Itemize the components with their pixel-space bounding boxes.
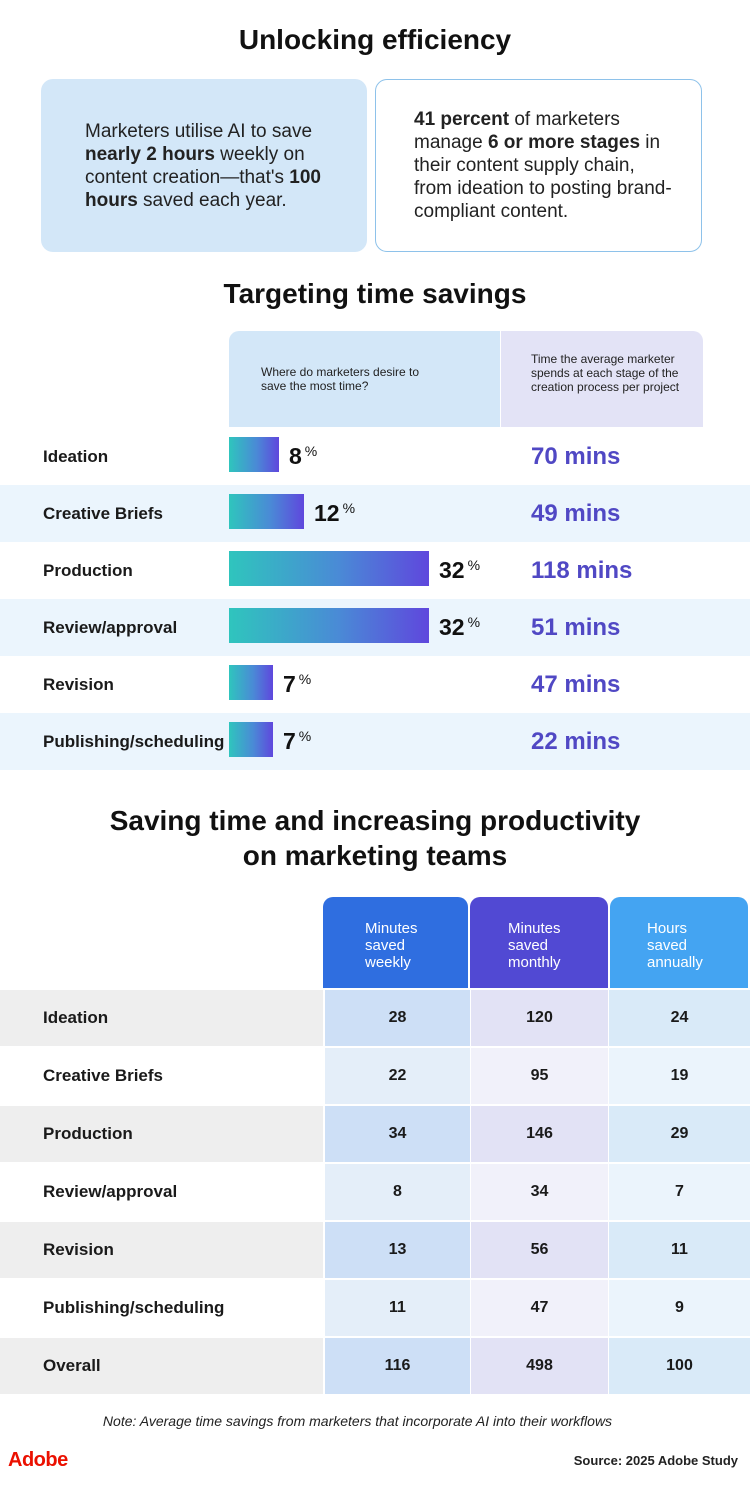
bar-value-number: 7 [283, 728, 296, 754]
table-row: Overall 116 498 100 [0, 1338, 750, 1394]
minutes-spent-value: 49 mins [531, 499, 621, 527]
section-title-targeting: Targeting time savings [223, 278, 527, 309]
bar-row: Production 32% 118 mins [0, 542, 750, 599]
percent-sign: % [342, 499, 356, 516]
stat-card-stages: 41 percent of marketers manage 6 or more… [375, 79, 702, 252]
table-cell: 95 [471, 1048, 608, 1104]
stat-card-hours-text: Marketers utilise AI to save nearly 2 ho… [85, 120, 321, 211]
stat-card-stages-text: 41 percent of marketers manage 6 or more… [414, 109, 672, 222]
percent-sign: % [467, 613, 481, 630]
header-hours-annually: Hours saved annually [610, 897, 748, 988]
desire-column-header: Where do marketers desire to save the mo… [229, 331, 500, 427]
bar [229, 437, 279, 472]
table-row: Production 34 146 29 [0, 1106, 750, 1162]
bar-category-label: Revision [43, 674, 114, 694]
table-cell: 13 [325, 1222, 470, 1278]
percent-sign: % [298, 670, 312, 687]
percent-sign: % [304, 442, 318, 459]
bar-row: Ideation 8% 70 mins [0, 428, 750, 485]
minutes-spent-value: 47 mins [531, 670, 621, 698]
table-cell: 9 [609, 1280, 750, 1336]
bar [229, 608, 429, 643]
table-cell: 120 [471, 990, 608, 1046]
table-row-label: Ideation [0, 990, 323, 1046]
table-cell: 22 [325, 1048, 470, 1104]
bar-value-number: 7 [283, 671, 296, 697]
bar-row: Revision 7% 47 mins [0, 656, 750, 713]
percent-sign: % [467, 556, 481, 573]
table-cell: 34 [471, 1164, 608, 1220]
section-title-efficiency: Unlocking efficiency [238, 24, 512, 55]
bar-value-label: 7% [283, 656, 311, 713]
table-row-label: Publishing/scheduling [43, 1298, 225, 1317]
bar [229, 665, 273, 700]
bar-value-number: 32 [439, 557, 465, 583]
header-minutes-weekly: Minutes saved weekly [323, 897, 468, 988]
bar-value-number: 8 [289, 443, 302, 469]
table-row-label: Overall [0, 1338, 323, 1394]
table-cell: 19 [609, 1048, 750, 1104]
table-row: Creative Briefs 22 95 19 [0, 1048, 750, 1104]
section-title-line-2: on marketing teams [242, 840, 508, 871]
stat-card-hours: Marketers utilise AI to save nearly 2 ho… [41, 79, 367, 252]
bar-category-label: Production [43, 560, 133, 580]
minutes-spent-value: 70 mins [531, 442, 621, 470]
table-row-label: Production [0, 1106, 323, 1162]
table-cell: 100 [609, 1338, 750, 1394]
table-cell: 47 [471, 1280, 608, 1336]
bar [229, 722, 273, 757]
bar-value-label: 7% [283, 713, 311, 770]
table-cell: 56 [471, 1222, 608, 1278]
table-row: Ideation 28 120 24 [0, 990, 750, 1046]
table-row: Revision 13 56 11 [0, 1222, 750, 1278]
minutes-spent-value: 51 mins [531, 613, 621, 641]
table-cell: 116 [325, 1338, 470, 1394]
table-row-label: Creative Briefs [43, 1066, 164, 1085]
section-title-line-1: Saving time and increasing productivity [109, 805, 641, 836]
minutes-spent-value: 118 mins [531, 556, 633, 584]
table-cell: 24 [609, 990, 750, 1046]
table-cell: 498 [471, 1338, 608, 1394]
table-cell: 28 [325, 990, 470, 1046]
footnote: Note: Average time savings from marketer… [102, 1413, 613, 1429]
table-cell: 11 [609, 1222, 750, 1278]
bar-category-label: Publishing/scheduling [43, 731, 225, 751]
bar-value-label: 8% [289, 428, 317, 485]
table-cell: 34 [325, 1106, 470, 1162]
bar-row: Review/approval 32% 51 mins [0, 599, 750, 656]
time-spent-column-header: Time the average marketer spends at each… [501, 331, 703, 427]
table-cell: 7 [609, 1164, 750, 1220]
bar [229, 494, 304, 529]
table-cell: 146 [471, 1106, 608, 1162]
header-minutes-monthly: Minutes saved monthly [470, 897, 608, 988]
bar-row: Creative Briefs 12% 49 mins [0, 485, 750, 542]
bar [229, 551, 429, 586]
table-cell: 11 [325, 1280, 470, 1336]
bar-value-number: 12 [314, 500, 340, 526]
table-row-label: Review/approval [43, 1182, 178, 1201]
bar-category-label: Creative Briefs [43, 503, 164, 523]
section-title-productivity: Saving time and increasing productivity … [0, 803, 750, 873]
bar-row: Publishing/scheduling 7% 22 mins [0, 713, 750, 770]
bar-value-number: 32 [439, 614, 465, 640]
source-citation: Source: 2025 Adobe Study [573, 1453, 738, 1468]
percent-sign: % [298, 727, 312, 744]
table-row: Publishing/scheduling 11 47 9 [0, 1280, 750, 1336]
bar-value-label: 12% [314, 485, 355, 542]
table-cell: 8 [325, 1164, 470, 1220]
minutes-spent-value: 22 mins [531, 727, 621, 755]
table-cell: 29 [609, 1106, 750, 1162]
bar-category-label: Ideation [43, 446, 109, 466]
adobe-logo: Adobe [8, 1449, 68, 1471]
table-row: Review/approval 8 34 7 [0, 1164, 750, 1220]
table-row-label: Revision [0, 1222, 323, 1278]
bar-category-label: Review/approval [43, 617, 178, 637]
bar-value-label: 32% [439, 599, 480, 656]
bar-value-label: 32% [439, 542, 480, 599]
